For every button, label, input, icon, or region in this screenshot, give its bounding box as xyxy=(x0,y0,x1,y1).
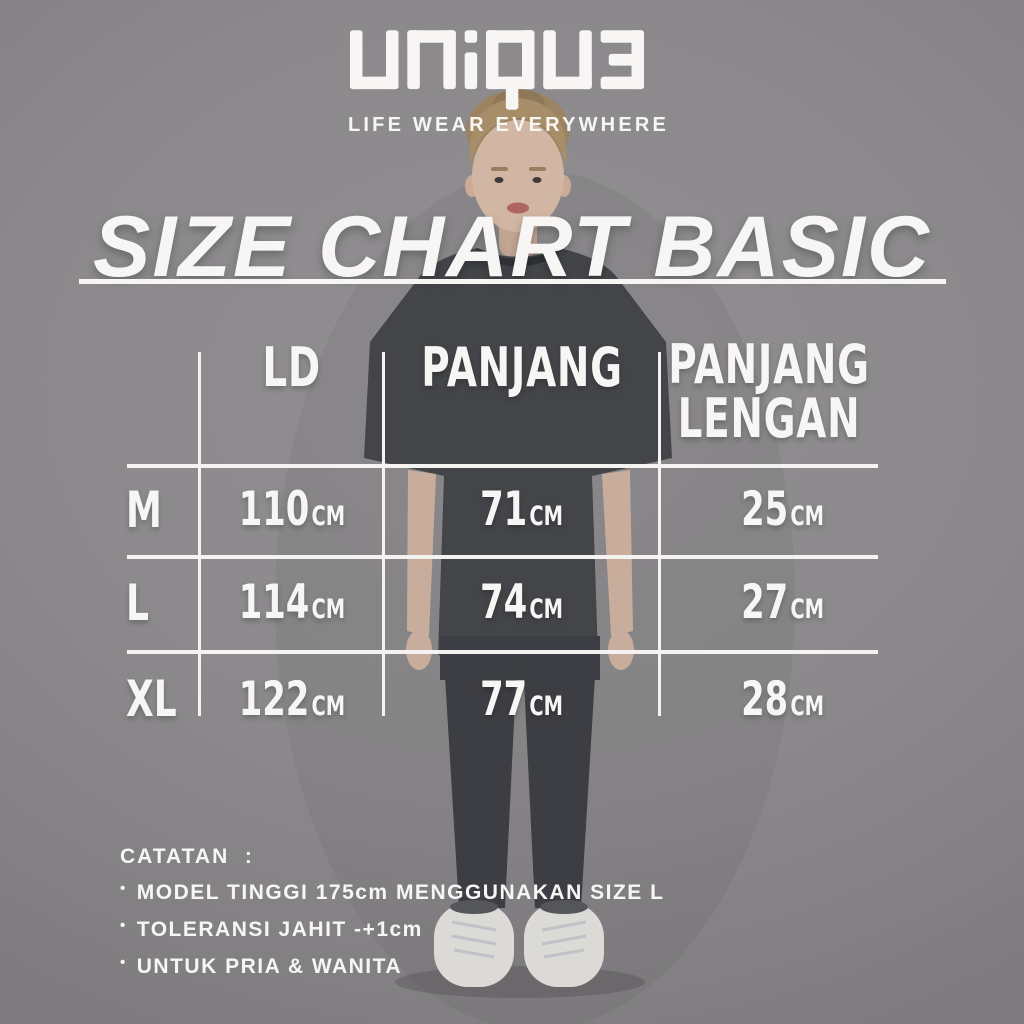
note-item: • UNTUK PRIA & WANITA xyxy=(120,954,403,978)
cell-panjang: 74CM xyxy=(480,575,564,630)
table-vline-2 xyxy=(382,352,385,716)
column-header-panjang: PANJANG xyxy=(421,335,623,399)
unique-logo-icon xyxy=(350,30,644,110)
cell-panjang-lengan: 27CM xyxy=(741,575,825,630)
cell-ld: 110CM xyxy=(238,482,346,537)
table-hline-2 xyxy=(127,555,878,559)
cell-ld: 122CM xyxy=(238,671,346,727)
size-label: L xyxy=(126,573,149,632)
size-label: M xyxy=(126,480,162,539)
notes-section: CATATAN : • MODEL TINGGI 175cm MENGGUNAKA… xyxy=(120,845,720,992)
cell-panjang: 77CM xyxy=(480,671,564,727)
brand-tagline: LIFE WEAR EVERYWHERE xyxy=(348,114,670,136)
cell-panjang: 71CM xyxy=(480,482,564,537)
bullet-icon: • xyxy=(120,880,127,897)
size-label: XL xyxy=(126,670,177,728)
table-hline-1 xyxy=(127,464,878,468)
column-header-ld: LD xyxy=(262,335,322,399)
bullet-icon: • xyxy=(120,954,127,971)
bullet-icon: • xyxy=(120,917,127,934)
cell-ld: 114CM xyxy=(238,575,346,630)
column-header-panjang-lengan: PANJANG LENGAN xyxy=(668,333,870,450)
table-hline-3 xyxy=(127,650,878,654)
cell-panjang-lengan: 28CM xyxy=(741,671,825,727)
notes-heading: CATATAN : xyxy=(120,845,254,868)
table-vline-3 xyxy=(658,352,661,716)
cell-panjang-lengan: 25CM xyxy=(741,482,825,537)
table-vline-1 xyxy=(198,352,201,716)
brand-logo xyxy=(350,30,644,110)
note-item: • TOLERANSI JAHIT -+1cm xyxy=(120,917,423,941)
title-underline xyxy=(79,279,946,284)
note-item: • MODEL TINGGI 175cm MENGGUNAKAN SIZE L xyxy=(120,880,665,904)
